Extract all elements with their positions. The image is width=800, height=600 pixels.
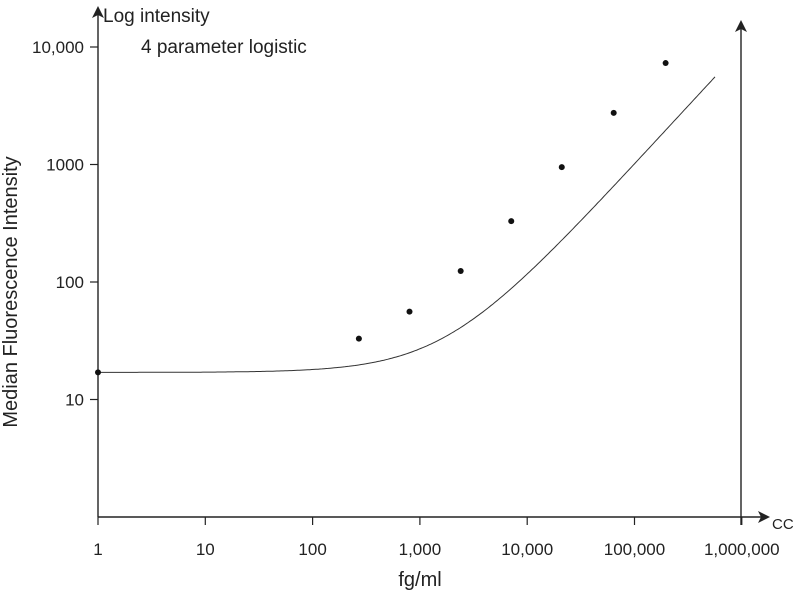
x-tick-label: 1,000 bbox=[399, 540, 442, 559]
data-point bbox=[558, 164, 565, 171]
fit-curve bbox=[98, 76, 716, 373]
x-tick-label: 100 bbox=[298, 540, 326, 559]
x-tick-label: 1 bbox=[93, 540, 102, 559]
data-point bbox=[662, 60, 669, 67]
y-tick-label: 10 bbox=[65, 391, 84, 410]
model-note: 4 parameter logistic bbox=[141, 37, 307, 58]
y-tick-label: 1000 bbox=[46, 156, 84, 175]
data-point bbox=[355, 335, 362, 342]
data-point bbox=[508, 218, 515, 225]
data-points bbox=[95, 60, 669, 376]
x-axis-ticks: 1 10 100 1,000 10,000 100,000 1,000,000 bbox=[93, 517, 780, 559]
data-point bbox=[406, 308, 413, 315]
y-tick-label: 100 bbox=[56, 273, 84, 292]
x-tick-label: 100,000 bbox=[604, 540, 665, 559]
y-axis-title: Median Fluorescence Intensity bbox=[0, 156, 22, 427]
y-axis-ticks: 10 100 1000 10,000 bbox=[32, 38, 98, 410]
x-tick-label: 10,000 bbox=[501, 540, 553, 559]
x-axis-title: fg/ml bbox=[398, 569, 441, 591]
x-tick-label: 1,000,000 bbox=[704, 540, 780, 559]
axes bbox=[92, 6, 770, 525]
data-point bbox=[610, 109, 617, 116]
y-tick-label: 10,000 bbox=[32, 38, 84, 57]
x-tick-label: 10 bbox=[196, 540, 215, 559]
y-axis-note: Log intensity bbox=[103, 6, 210, 27]
data-point bbox=[95, 369, 101, 376]
data-point bbox=[457, 268, 464, 275]
x-axis-end-note: CC bbox=[772, 516, 794, 533]
